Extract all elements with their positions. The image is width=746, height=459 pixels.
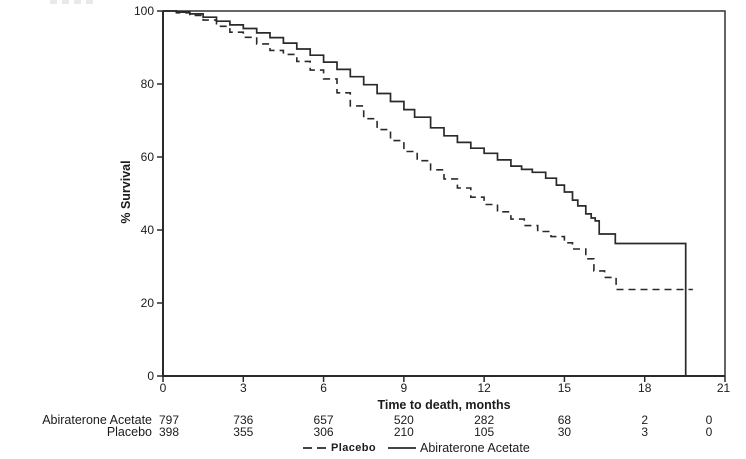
at-risk-value: 105: [474, 425, 495, 439]
x-tick-label: 15: [557, 381, 572, 395]
at-risk-value: 210: [393, 425, 414, 439]
at-risk-value: 797: [158, 413, 180, 427]
km-curve-placebo: [163, 10, 693, 291]
at-risk-value: 2: [641, 413, 649, 427]
axes: [162, 11, 725, 377]
at-risk-value: 520: [393, 413, 414, 427]
at-risk-value: 0: [705, 425, 713, 439]
legend-label: Placebo: [331, 442, 376, 454]
y-tick-label: 40: [140, 222, 154, 237]
y-tick-label: 0: [147, 368, 154, 383]
x-tick-label: 0: [159, 381, 167, 395]
y-tick-label: 60: [140, 149, 154, 164]
legend-item: Abiraterone Acetate: [388, 441, 530, 455]
km-curve-abiraterone-acetate: [163, 10, 687, 376]
at-risk-value: 30: [557, 425, 572, 439]
legend: Placebo Abiraterone Acetate: [303, 440, 530, 456]
x-tick-label: 9: [400, 381, 408, 395]
at-risk-row-label: Placebo: [106, 425, 152, 439]
at-risk-value: 398: [158, 425, 180, 439]
x-tick-label: 6: [320, 381, 327, 395]
legend-solid-line-sample: [388, 447, 416, 449]
x-tick-label: 12: [477, 381, 491, 395]
x-tick-label: 21: [716, 381, 731, 395]
legend-dashed-line-sample: [303, 447, 327, 449]
x-tick-label: 18: [638, 381, 652, 395]
x-tick-label: 3: [239, 381, 247, 395]
y-tick-label: 20: [140, 295, 154, 310]
at-risk-value: 355: [233, 425, 254, 439]
x-axis-label: Time to death, months: [377, 398, 511, 412]
at-risk-value: 282: [474, 413, 495, 427]
y-tick-label: 80: [140, 76, 154, 91]
plot-border: [163, 10, 726, 376]
at-risk-value: 657: [313, 413, 334, 427]
at-risk-row-label: Abiraterone Acetate: [42, 413, 152, 427]
at-risk-value: 736: [233, 413, 254, 427]
at-risk-value: 0: [705, 413, 713, 427]
y-tick-label: 100: [133, 3, 154, 18]
at-risk-value: 68: [557, 413, 572, 427]
legend-item: Placebo: [303, 442, 376, 454]
cropped-text-artifact: [50, 0, 96, 4]
at-risk-value: 306: [313, 425, 334, 439]
legend-label: Abiraterone Acetate: [420, 441, 530, 455]
at-risk-value: 3: [641, 425, 649, 439]
